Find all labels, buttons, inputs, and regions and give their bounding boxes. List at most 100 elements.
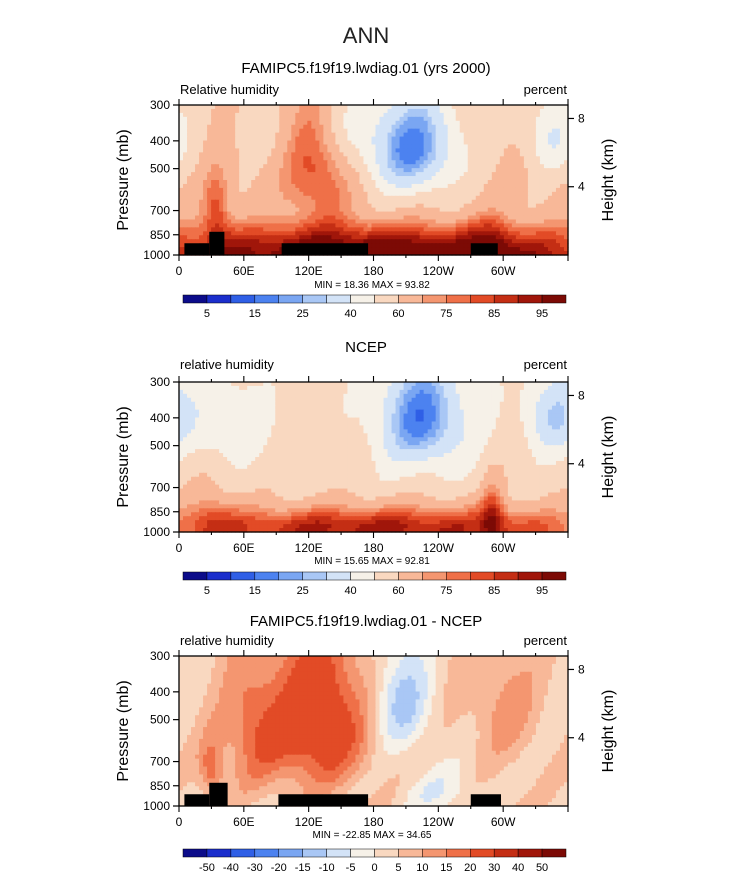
field-cell: [247, 251, 252, 256]
field-cell: [439, 183, 445, 189]
field-cell: [547, 180, 553, 185]
field-cell: [451, 405, 457, 411]
field-cell: [503, 156, 509, 161]
field-cell: [211, 105, 216, 110]
field-cell: [203, 425, 208, 430]
field-cell: [499, 417, 505, 423]
field-cell: [459, 223, 465, 228]
field-cell: [403, 199, 409, 205]
field-cell: [563, 235, 569, 240]
field-cell: [443, 195, 449, 201]
field-cell: [451, 105, 457, 110]
field-cell: [419, 401, 425, 407]
field-cell: [419, 405, 425, 411]
field-cell: [303, 385, 308, 391]
field-cell: [263, 207, 268, 213]
field-cell: [351, 211, 357, 217]
field-cell: [451, 401, 457, 407]
field-cell: [259, 247, 264, 252]
field-cell: [415, 421, 421, 427]
field-cell: [287, 382, 292, 387]
field-cell: [563, 132, 569, 138]
field-cell: [187, 176, 192, 181]
field-cell: [559, 203, 565, 209]
field-cell: [551, 124, 557, 130]
field-cell: [539, 108, 545, 114]
field-cell: [507, 187, 513, 193]
field-cell: [203, 211, 208, 217]
field-cell: [295, 417, 300, 423]
field-cell: [479, 389, 485, 395]
field-cell: [255, 105, 260, 110]
field-cell: [315, 183, 320, 189]
field-cell: [399, 239, 405, 244]
field-cell: [379, 425, 385, 430]
field-cell: [327, 429, 332, 434]
field-cell: [451, 176, 457, 181]
field-cell: [191, 231, 196, 236]
field-cell: [211, 417, 216, 423]
field-cell: [539, 112, 545, 118]
field-cell: [199, 397, 204, 403]
field-cell: [431, 243, 437, 248]
field-cell: [435, 144, 441, 150]
field-cell: [267, 195, 272, 201]
field-cell: [327, 140, 332, 146]
field-cell: [407, 172, 413, 177]
field-cell: [523, 421, 529, 427]
field-cell: [295, 393, 300, 399]
field-cell: [455, 120, 461, 126]
field-cell: [507, 207, 513, 213]
field-cell: [187, 385, 192, 391]
field-cell: [531, 382, 537, 387]
field-cell: [415, 180, 421, 185]
field-cell: [511, 215, 517, 221]
field-cell: [311, 413, 316, 419]
field-cell: [407, 417, 413, 423]
field-cell: [491, 219, 497, 225]
field-cell: [451, 215, 457, 221]
field-cell: [407, 247, 413, 252]
field-cell: [323, 409, 328, 415]
field-cell: [263, 168, 268, 173]
field-cell: [235, 219, 240, 225]
field-cell: [295, 389, 300, 395]
field-cell: [179, 180, 184, 185]
field-cell: [339, 168, 345, 173]
field-cell: [291, 120, 296, 126]
field-cell: [215, 405, 220, 411]
field-cell: [327, 148, 332, 153]
field-cell: [211, 421, 216, 427]
field-cell: [211, 413, 216, 419]
field-cell: [235, 382, 240, 387]
field-cell: [423, 168, 429, 173]
field-cell: [471, 168, 477, 173]
field-cell: [179, 140, 184, 146]
field-cell: [231, 187, 236, 193]
field-cell: [367, 405, 373, 411]
field-cell: [435, 108, 441, 114]
field-cell: [219, 207, 224, 213]
field-cell: [411, 124, 417, 130]
field-cell: [555, 128, 561, 134]
field-cell: [383, 397, 389, 403]
field-cell: [415, 128, 421, 134]
field-cell: [351, 382, 357, 387]
field-cell: [543, 199, 549, 205]
field-cell: [339, 235, 345, 240]
field-cell: [523, 148, 529, 153]
field-cell: [451, 152, 457, 157]
field-cell: [235, 164, 240, 169]
field-cell: [551, 401, 557, 407]
field-cell: [279, 405, 284, 411]
field-cell: [451, 187, 457, 193]
field-cell: [215, 429, 220, 434]
field-cell: [351, 223, 357, 228]
field-cell: [403, 211, 409, 217]
field-cell: [483, 239, 489, 244]
field-cell: [259, 425, 264, 430]
field-cell: [551, 393, 557, 399]
field-cell: [307, 136, 312, 142]
field-cell: [231, 124, 236, 130]
